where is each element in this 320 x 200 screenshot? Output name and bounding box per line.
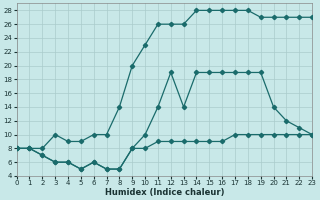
X-axis label: Humidex (Indice chaleur): Humidex (Indice chaleur) (105, 188, 224, 197)
